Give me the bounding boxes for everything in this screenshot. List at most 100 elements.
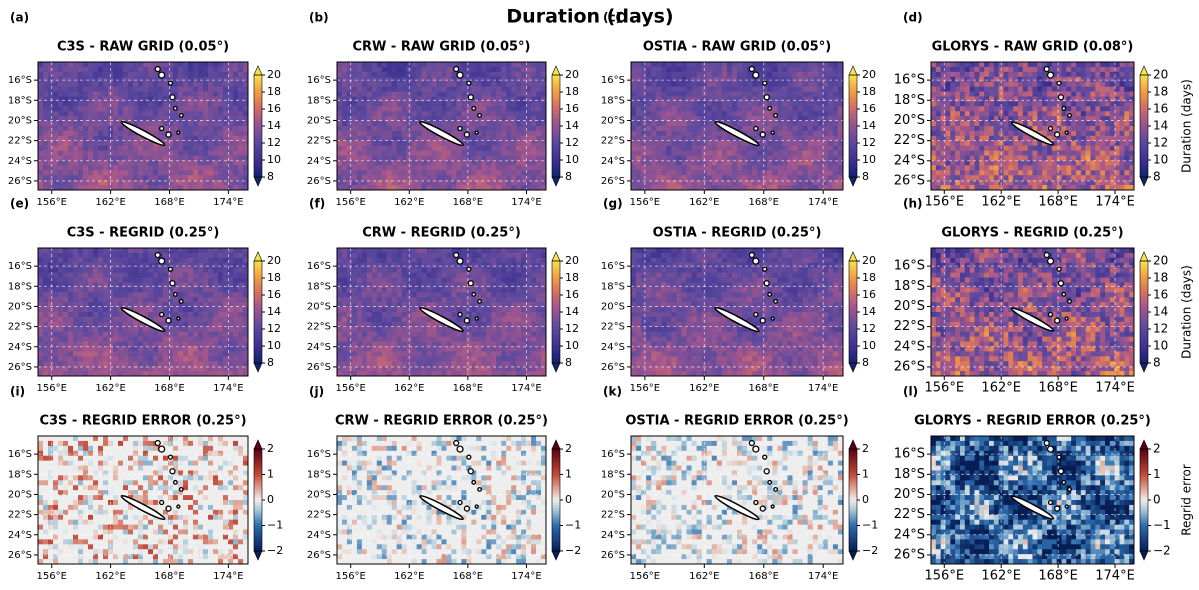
field-cell (362, 82, 367, 87)
field-cell (782, 82, 787, 87)
field-cell (798, 156, 803, 161)
field-cell (823, 67, 828, 72)
field-cell (188, 151, 193, 156)
field-cell (78, 101, 83, 106)
field-cell (712, 131, 717, 136)
field-cell (1086, 146, 1091, 151)
field-cell (43, 346, 48, 351)
field-cell (803, 126, 808, 131)
field-cell (352, 146, 357, 151)
field-cell (38, 342, 43, 347)
field-cell (1004, 160, 1009, 165)
field-cell (1028, 160, 1033, 165)
field-cell (496, 156, 501, 161)
field-cell (128, 87, 133, 92)
field-cell (960, 92, 965, 97)
field-cell (238, 82, 243, 87)
field-cell (828, 67, 833, 72)
field-cell (392, 165, 397, 170)
field-cell (941, 72, 946, 77)
field-cell (707, 92, 712, 97)
y-tick-label: 18°S (307, 95, 331, 106)
field-cell (717, 106, 722, 111)
field-cell (63, 342, 68, 347)
field-cell (631, 111, 636, 116)
field-cell (965, 77, 970, 82)
field-cell (1028, 106, 1033, 111)
field-cell (666, 160, 671, 165)
field-cell (818, 62, 823, 67)
field-cell (451, 92, 456, 97)
field-cell (936, 77, 941, 82)
field-cell (697, 87, 702, 92)
field-cell (203, 67, 208, 72)
field-cell (1062, 165, 1067, 170)
field-cell (833, 106, 838, 111)
field-cell (946, 156, 951, 161)
field-cell (103, 131, 108, 136)
field-cell (68, 307, 73, 312)
field-cell (506, 111, 511, 116)
field-cell (646, 165, 651, 170)
field-cell (412, 131, 417, 136)
field-cell (818, 101, 823, 106)
field-cell (148, 156, 153, 161)
field-cell (387, 151, 392, 156)
field-cell (501, 141, 506, 146)
field-cell (48, 258, 53, 263)
field-cell (58, 361, 63, 366)
field-cell (697, 170, 702, 175)
field-cell (382, 165, 387, 170)
field-cell (994, 160, 999, 165)
field-cell (203, 170, 208, 175)
field-cell (1086, 77, 1091, 82)
field-cell (636, 62, 641, 67)
field-cell (1033, 82, 1038, 87)
field-cell (183, 141, 188, 146)
field-cell (671, 72, 676, 77)
field-cell (787, 77, 792, 82)
field-cell (402, 175, 407, 180)
panel: (b)CRW - RAW GRID (0.05°)156°E162°E168°E… (307, 11, 579, 209)
field-cell (387, 106, 392, 111)
field-cell (382, 141, 387, 146)
field-cell (965, 126, 970, 131)
field-cell (1124, 156, 1129, 161)
field-cell (372, 101, 377, 106)
field-cell (78, 146, 83, 151)
field-cell (193, 121, 198, 126)
field-cell (223, 111, 228, 116)
field-cell (960, 121, 965, 126)
field-cell (233, 141, 238, 146)
field-cell (946, 62, 951, 67)
field-cell (123, 101, 128, 106)
field-cell (1004, 121, 1009, 126)
field-cell (979, 160, 984, 165)
field-cell (526, 87, 531, 92)
field-cell (536, 151, 541, 156)
field-cell (1100, 160, 1105, 165)
field-cell (960, 106, 965, 111)
field-cell (950, 151, 955, 156)
field-cell (392, 106, 397, 111)
field-cell (63, 62, 68, 67)
field-cell (496, 67, 501, 72)
field-cell (641, 165, 646, 170)
field-cell (666, 121, 671, 126)
field-cell (168, 67, 173, 72)
field-cell (392, 77, 397, 82)
field-cell (123, 156, 128, 161)
field-cell (1013, 87, 1018, 92)
field-cell (752, 146, 757, 151)
field-cell (68, 151, 73, 156)
field-cell (818, 106, 823, 111)
field-cell (1008, 165, 1013, 170)
field-cell (68, 258, 73, 263)
field-cell (671, 77, 676, 82)
field-cell (213, 92, 218, 97)
field-cell (1052, 151, 1057, 156)
field-cell (168, 165, 173, 170)
field-cell (979, 121, 984, 126)
field-cell (787, 87, 792, 92)
field-cell (397, 77, 402, 82)
